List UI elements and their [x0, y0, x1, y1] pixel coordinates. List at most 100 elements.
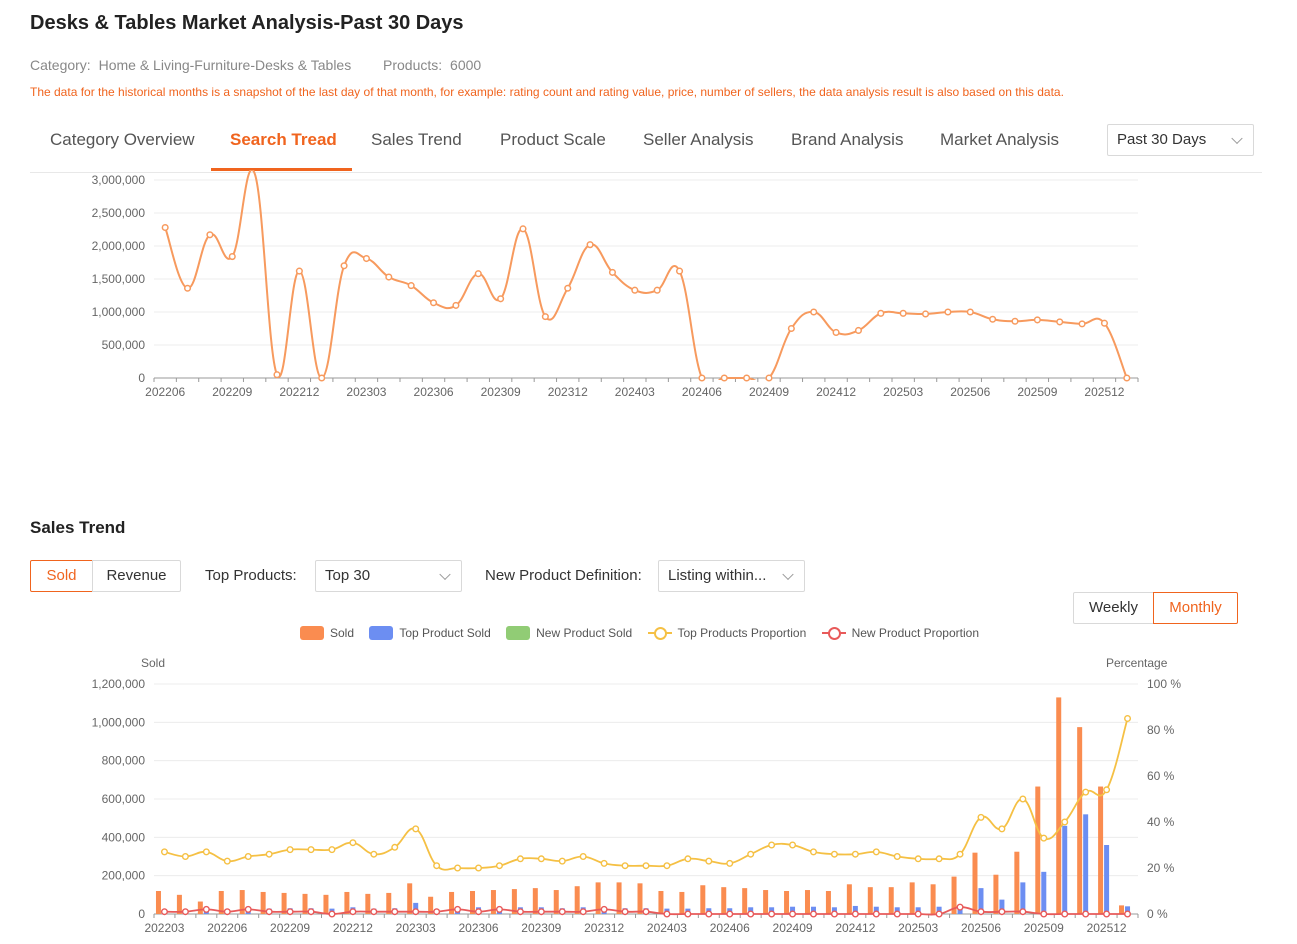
sold-bar — [197, 901, 203, 914]
new-product-proportion-point — [181, 908, 189, 916]
monthly-button[interactable]: Monthly — [1153, 592, 1238, 624]
metric-revenue-button[interactable]: Revenue — [92, 560, 181, 592]
sold-bar — [888, 887, 894, 914]
top-products-proportion-point — [789, 841, 797, 849]
top-products-proportion-point — [914, 855, 922, 863]
new-product-proportion-point — [391, 908, 399, 916]
metric-sold-button[interactable]: Sold — [30, 560, 93, 592]
tab-product-scale[interactable]: Product Scale — [500, 130, 606, 149]
category-meta: Category: Home & Living-Furniture-Desks … — [30, 57, 485, 73]
data-point — [1056, 318, 1064, 326]
top-products-select[interactable]: Top 30 — [315, 560, 462, 592]
top-product-sold-bar — [1020, 882, 1026, 914]
sold-bar — [302, 893, 308, 914]
tab-category-overview[interactable]: Category Overview — [50, 130, 195, 149]
data-point — [452, 301, 460, 309]
left-tick-label: 1,000,000 — [92, 715, 146, 729]
data-point — [765, 374, 773, 382]
x-tick-label: 202506 — [961, 921, 1001, 935]
top-products-proportion-point — [579, 852, 587, 860]
sold-bar — [365, 893, 371, 914]
sold-bar — [470, 891, 476, 914]
data-point — [497, 295, 505, 303]
legend-new-prop[interactable]: New Product Proportion — [821, 626, 979, 640]
right-tick-label: 100 % — [1147, 677, 1181, 691]
tab-market-analysis[interactable]: Market Analysis — [940, 130, 1060, 149]
sold-bar — [323, 894, 329, 914]
left-tick-label: 800,000 — [102, 754, 146, 768]
active-tab-indicator — [211, 168, 352, 171]
x-tick-label: 202409 — [773, 921, 813, 935]
sold-bar — [637, 883, 643, 914]
y-tick-label: 2,500,000 — [92, 206, 146, 220]
new-product-proportion-point — [433, 908, 441, 916]
top-products-proportion-point — [663, 862, 671, 870]
y-tick-label: 3,000,000 — [92, 173, 146, 187]
new-product-proportion-point — [1061, 910, 1069, 918]
sold-bar — [1098, 786, 1104, 914]
right-tick-label: 40 % — [1147, 815, 1175, 829]
data-point — [161, 223, 169, 232]
tab-brand-analysis[interactable]: Brand Analysis — [791, 130, 904, 149]
period-select[interactable]: Past 30 Days — [1107, 124, 1254, 156]
sold-bar — [1119, 905, 1125, 914]
chevron-down-icon — [439, 568, 451, 581]
x-tick-label: 202209 — [212, 385, 252, 399]
new-product-proportion-point — [349, 908, 357, 916]
left-tick-label: 200,000 — [102, 869, 146, 883]
sold-bar — [1077, 727, 1083, 914]
top-products-proportion-point — [768, 841, 776, 849]
category-value: Home & Living-Furniture-Desks & Tables — [98, 57, 352, 73]
top-products-proportion-point — [851, 850, 859, 858]
data-point — [989, 315, 997, 323]
new-product-proportion-point — [872, 910, 880, 918]
top-products-proportion-point — [872, 848, 880, 856]
x-tick-label: 202406 — [710, 921, 750, 935]
chevron-down-icon — [1231, 132, 1243, 145]
weekly-button[interactable]: Weekly — [1073, 592, 1154, 624]
data-point — [228, 253, 236, 261]
sold-bar — [407, 883, 413, 914]
sold-bar — [825, 891, 831, 914]
top-products-proportion-point — [495, 862, 503, 870]
right-tick-label: 80 % — [1147, 723, 1175, 737]
new-product-proportion-point — [223, 908, 231, 916]
tab-sales-trend[interactable]: Sales Trend — [371, 130, 462, 149]
top-products-proportion-point — [956, 850, 964, 858]
data-point — [877, 309, 885, 317]
data-point — [273, 371, 281, 379]
data-point — [832, 328, 840, 337]
top-product-sold-bar — [790, 906, 796, 914]
left-tick-label: 1,200,000 — [92, 677, 146, 691]
new-product-proportion-point — [956, 903, 964, 911]
period-select-value: Past 30 Days — [1117, 131, 1207, 148]
new-product-proportion-point — [328, 910, 336, 918]
sold-bar — [867, 887, 873, 914]
x-tick-label: 202506 — [950, 385, 990, 399]
data-point — [474, 270, 482, 278]
legend-sold[interactable]: Sold — [300, 626, 354, 640]
top-products-proportion-point — [1019, 795, 1027, 803]
new-product-proportion-point — [621, 908, 629, 916]
top-products-proportion-point — [684, 855, 692, 863]
sold-bar — [281, 892, 287, 914]
data-point — [608, 268, 617, 276]
tab-seller-analysis[interactable]: Seller Analysis — [643, 130, 754, 149]
new-product-proportion-point — [705, 910, 713, 918]
legend-top-sold[interactable]: Top Product Sold — [369, 626, 491, 640]
sold-bar — [239, 890, 245, 914]
new-product-select[interactable]: Listing within... — [658, 560, 805, 592]
new-product-proportion-point — [935, 910, 943, 918]
top-products-proportion-point — [600, 859, 608, 867]
top-products-proportion-point — [1082, 788, 1090, 796]
legend-new-sold[interactable]: New Product Sold — [506, 626, 632, 640]
new-product-proportion-point — [747, 910, 755, 918]
tab-search-tread[interactable]: Search Tread — [230, 130, 337, 149]
legend-top-prop[interactable]: Top Products Proportion — [647, 626, 806, 640]
top-products-proportion-point — [747, 850, 755, 858]
new-product-proportion-point — [726, 910, 734, 918]
data-point — [541, 313, 549, 321]
new-product-proportion-point — [768, 910, 776, 918]
sold-bar — [616, 882, 622, 914]
data-point — [1033, 316, 1041, 324]
